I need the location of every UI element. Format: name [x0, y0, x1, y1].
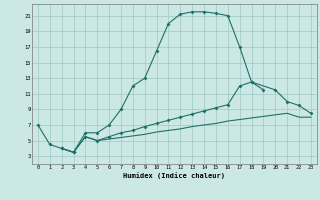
X-axis label: Humidex (Indice chaleur): Humidex (Indice chaleur): [124, 172, 225, 179]
